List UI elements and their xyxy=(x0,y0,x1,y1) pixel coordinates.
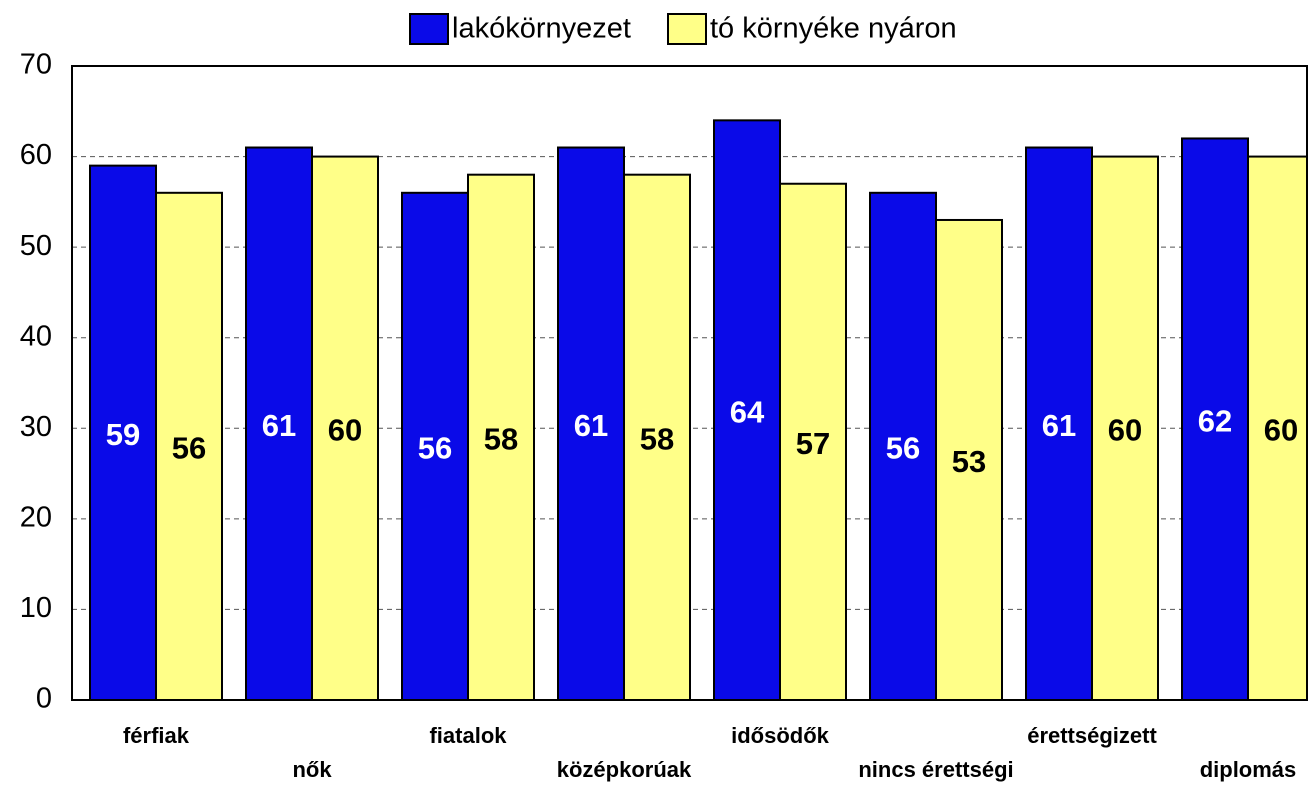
bar xyxy=(245,146,313,701)
x-tick-label: nincs érettségi xyxy=(858,757,1013,782)
bar xyxy=(89,164,157,701)
x-tick-label: nők xyxy=(292,757,332,782)
value-label: 58 xyxy=(484,422,518,457)
bar xyxy=(1181,137,1249,701)
y-tick-label: 20 xyxy=(20,502,52,534)
value-label: 61 xyxy=(262,408,296,443)
value-label: 58 xyxy=(640,422,674,457)
x-tick-label: idősödők xyxy=(731,723,830,748)
bar xyxy=(467,173,535,701)
bar xyxy=(1247,155,1308,702)
value-label: 56 xyxy=(418,431,452,466)
y-tick-label: 10 xyxy=(20,592,52,624)
value-label: 53 xyxy=(952,444,986,479)
bar xyxy=(311,155,379,702)
legend-label: tó környéke nyáron xyxy=(710,13,957,45)
value-label: 62 xyxy=(1198,403,1232,438)
value-label: 61 xyxy=(574,408,608,443)
x-tick-label: diplomás xyxy=(1200,757,1297,782)
bar xyxy=(1091,155,1159,702)
y-tick-label: 40 xyxy=(20,320,52,352)
bar xyxy=(935,218,1003,701)
bar xyxy=(401,191,469,702)
x-tick-label: érettségizett xyxy=(1027,723,1157,748)
value-label: 60 xyxy=(1108,412,1142,447)
value-label: 59 xyxy=(106,417,140,452)
x-tick-label: középkorúak xyxy=(557,757,692,782)
value-label: 60 xyxy=(328,412,362,447)
bar xyxy=(623,173,691,701)
x-tick-label: férfiak xyxy=(123,723,190,748)
value-label: 64 xyxy=(730,394,765,429)
value-label: 61 xyxy=(1042,408,1076,443)
y-tick-label: 50 xyxy=(20,230,52,262)
value-label: 56 xyxy=(172,431,206,466)
value-label: 56 xyxy=(886,431,920,466)
plot-frame xyxy=(71,65,1308,701)
y-tick-label: 60 xyxy=(20,139,52,171)
y-tick-label: 70 xyxy=(20,49,52,81)
legend-swatch xyxy=(409,13,449,45)
legend-label: lakókörnyezet xyxy=(452,13,631,45)
legend-swatch xyxy=(667,13,707,45)
x-tick-label: fiatalok xyxy=(429,723,507,748)
y-tick-label: 0 xyxy=(36,683,52,715)
value-label: 60 xyxy=(1264,412,1298,447)
value-label: 57 xyxy=(796,426,830,461)
bar xyxy=(1025,146,1093,701)
y-tick-label: 30 xyxy=(20,411,52,443)
bar xyxy=(557,146,625,701)
